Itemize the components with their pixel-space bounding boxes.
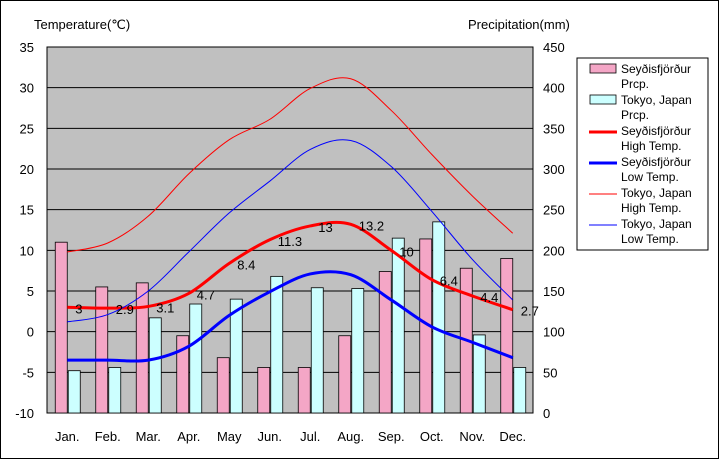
legend-label: Seyðisfjörður (621, 62, 691, 76)
right-tick-label: 450 (543, 40, 565, 55)
left-tick-label: -5 (22, 365, 34, 380)
left-tick-label: 20 (20, 162, 34, 177)
precip-bar (391, 237, 405, 414)
right-axis-title: Precipitation(mm) (468, 17, 570, 32)
left-tick-label: 15 (20, 203, 34, 218)
legend-label: Prcp. (621, 108, 649, 122)
left-tick-label: 10 (20, 243, 34, 258)
data-label: 8.4 (237, 257, 255, 272)
precip-bar (338, 335, 352, 414)
left-tick-label: 30 (20, 81, 34, 96)
legend-label: Seyðisfjörður (621, 155, 691, 169)
precip-bar (310, 287, 324, 414)
precip-bar (378, 271, 392, 414)
data-label: 3 (75, 301, 82, 316)
precip-bar (176, 335, 190, 414)
precip-bar (108, 367, 122, 414)
series-line-sey-isfj-r-ur-low-temp (67, 270, 514, 363)
precip-bar (270, 275, 284, 414)
precip-bar (95, 286, 109, 414)
precip-bar (351, 288, 365, 414)
right-tick-label: 150 (543, 284, 565, 299)
x-tick-label: Dec. (499, 429, 526, 444)
series-line-tokyo-japan-low-temp (67, 139, 514, 323)
precip-bar (189, 303, 203, 414)
data-label: 6.4 (440, 274, 458, 289)
precip-bar (432, 221, 446, 414)
precip-bar (297, 367, 311, 414)
data-label: 13 (318, 220, 332, 235)
temperature-lines (67, 77, 514, 363)
series-line-sey-isfj-r-ur-high-temp (67, 220, 514, 312)
legend-label: Low Temp. (621, 232, 679, 246)
x-tick-label: Feb. (95, 429, 121, 444)
data-label: 2.7 (521, 304, 539, 319)
x-tick-label: Apr. (177, 429, 200, 444)
precip-bar (148, 317, 162, 414)
series-line-tokyo-japan-high-temp (67, 77, 514, 253)
x-tick-label: Sep. (378, 429, 405, 444)
legend-label: Tokyo, Japan (621, 186, 692, 200)
precip-bar (135, 282, 149, 414)
gridlines (47, 87, 533, 373)
data-label: 3.1 (156, 300, 174, 315)
left-tick-label: 35 (20, 40, 34, 55)
x-tick-label: Oct. (420, 429, 444, 444)
precip-bar (67, 370, 81, 414)
right-tick-label: 100 (543, 325, 565, 340)
data-label: 4.4 (480, 290, 498, 305)
precip-bar (472, 334, 486, 414)
data-label: 2.9 (116, 302, 134, 317)
precip-bar (513, 367, 527, 414)
legend-label: Low Temp. (621, 170, 679, 184)
x-tick-label: Jan. (55, 429, 80, 444)
x-tick-label: Jun. (257, 429, 282, 444)
left-tick-label: 25 (20, 121, 34, 136)
data-labels: 3 2.9 3.1 4.7 8.4 11.3 13 13.2 10 6.4 4.4 2.7 (75, 218, 539, 318)
precip-bar (54, 241, 68, 414)
x-tick-label: Jul. (300, 429, 320, 444)
axes: -10-505101520253035050100150200250300350… (15, 40, 565, 444)
x-tick-label: Aug. (337, 429, 364, 444)
legend-label: High Temp. (621, 139, 681, 153)
left-tick-label: 0 (27, 325, 34, 340)
right-tick-label: 0 (543, 406, 550, 421)
legend-box (576, 57, 709, 251)
left-tick-label: -10 (15, 406, 34, 421)
legend-label: High Temp. (621, 201, 681, 215)
right-tick-label: 50 (543, 365, 557, 380)
data-label: 10 (399, 244, 413, 259)
data-label: 13.2 (359, 218, 384, 233)
right-tick-label: 400 (543, 81, 565, 96)
precip-bar (229, 298, 243, 414)
right-tick-label: 300 (543, 162, 565, 177)
left-tick-label: 5 (27, 284, 34, 299)
precip-bar (500, 258, 514, 414)
precip-bar (257, 367, 271, 414)
x-tick-label: May (217, 429, 242, 444)
precip-bar (216, 357, 230, 414)
legend-label: Prcp. (621, 77, 649, 91)
data-label: 11.3 (278, 234, 302, 249)
right-tick-label: 250 (543, 203, 565, 218)
x-tick-label: Nov. (459, 429, 485, 444)
right-tick-label: 200 (543, 243, 565, 258)
legend-swatch (589, 94, 617, 105)
data-label: 4.7 (197, 287, 215, 302)
left-axis-title: Temperature(℃) (34, 17, 130, 32)
legend-swatch (589, 63, 617, 74)
legend-label: Tokyo, Japan (621, 217, 692, 231)
legend-label: Tokyo, Japan (621, 93, 692, 107)
legend-label: Seyðisfjörður (621, 124, 691, 138)
x-tick-label: Mar. (136, 429, 161, 444)
right-tick-label: 350 (543, 121, 565, 136)
